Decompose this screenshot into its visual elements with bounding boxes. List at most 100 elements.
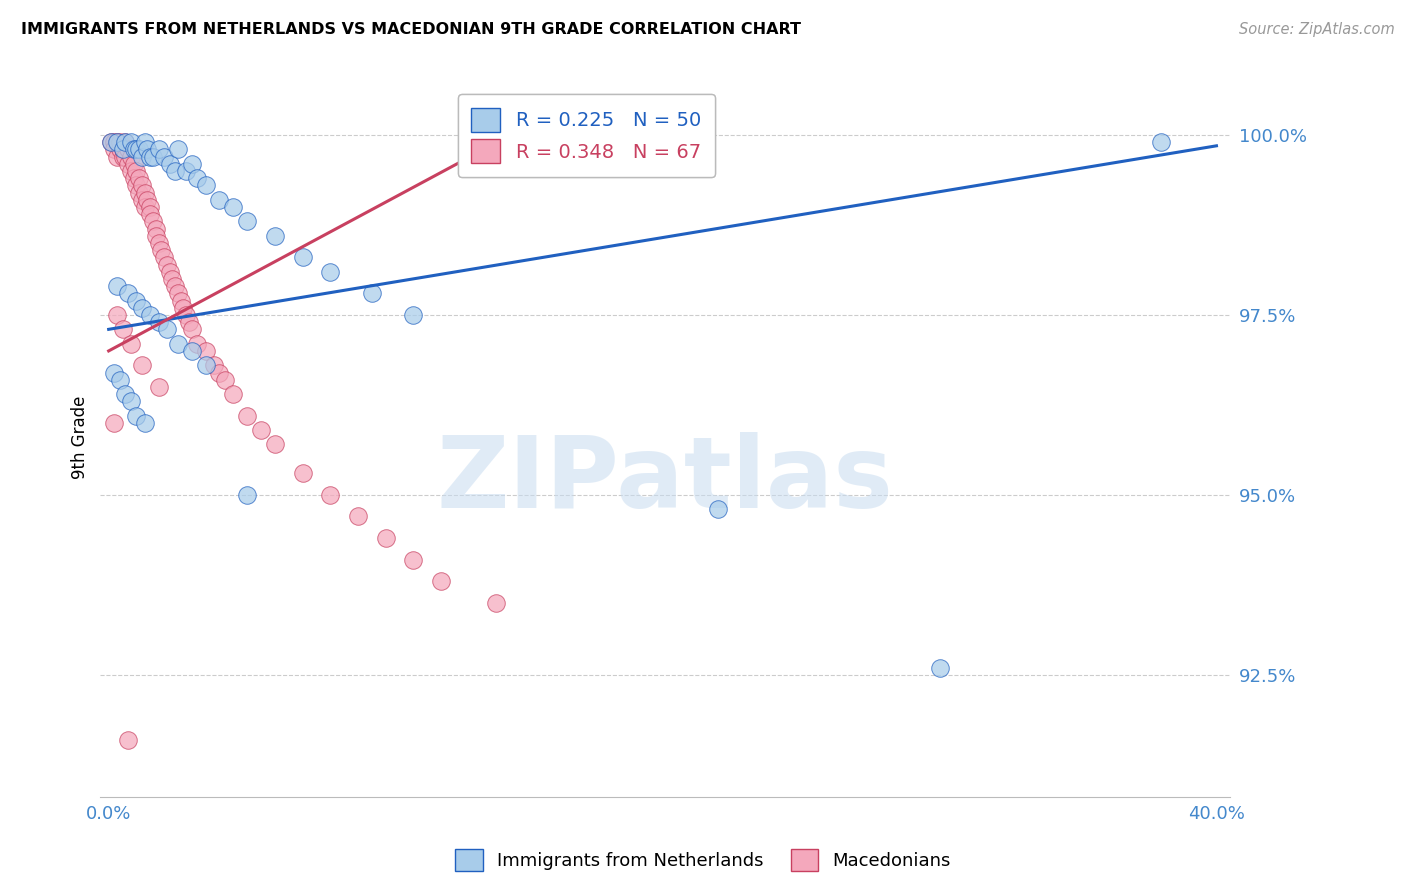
Point [103,366,125,380]
Point [103,143,125,157]
Point [125,164,148,178]
Point [134,416,156,430]
Point [122,143,145,157]
Point [103,416,125,430]
Point [111,143,134,157]
Point [131,178,153,193]
Point [131,193,153,207]
Point [1150,135,1173,149]
Point [180,343,202,358]
Point [120,135,142,149]
Point [208,193,231,207]
Point [167,336,190,351]
Point [103,135,125,149]
Point [156,258,179,272]
Point [105,150,128,164]
Point [402,552,425,566]
Point [131,301,153,315]
Point [145,228,167,243]
Point [139,150,162,164]
Point [222,200,245,214]
Point [111,143,134,157]
Point [108,135,131,149]
Point [134,135,156,149]
Point [114,135,136,149]
Point [142,150,165,164]
Point [128,186,150,200]
Point [120,164,142,178]
Point [117,286,139,301]
Point [165,279,187,293]
Point [169,293,191,308]
Point [145,221,167,235]
Point [136,193,159,207]
Point [156,322,179,336]
Legend: R = 0.225   N = 50, R = 0.348   N = 67: R = 0.225 N = 50, R = 0.348 N = 67 [457,95,714,177]
Point [172,301,194,315]
Point [120,394,142,409]
Point [100,135,122,149]
Point [250,423,273,437]
Point [148,380,170,394]
Point [122,171,145,186]
Point [125,143,148,157]
Point [165,164,187,178]
Point [214,373,236,387]
Point [114,150,136,164]
Point [167,143,190,157]
Point [177,315,200,329]
Point [928,660,950,674]
Point [194,178,217,193]
Point [105,135,128,149]
Point [120,336,142,351]
Point [111,150,134,164]
Point [236,409,259,423]
Point [105,308,128,322]
Point [153,251,176,265]
Point [120,150,142,164]
Point [347,509,370,524]
Point [125,293,148,308]
Point [139,207,162,221]
Point [402,308,425,322]
Point [117,143,139,157]
Point [208,366,231,380]
Point [134,186,156,200]
Point [139,200,162,214]
Point [122,157,145,171]
Point [202,359,225,373]
Point [125,178,148,193]
Y-axis label: 9th Grade: 9th Grade [72,396,89,479]
Legend: Immigrants from Netherlands, Macedonians: Immigrants from Netherlands, Macedonians [449,842,957,879]
Point [707,502,730,516]
Point [374,531,396,545]
Point [128,171,150,186]
Point [139,308,162,322]
Point [148,143,170,157]
Point [108,143,131,157]
Point [319,265,342,279]
Point [159,265,181,279]
Point [153,150,176,164]
Point [159,157,181,171]
Point [194,343,217,358]
Point [174,308,197,322]
Point [430,574,453,589]
Text: ZIPatlas: ZIPatlas [437,432,894,529]
Point [167,286,190,301]
Point [148,315,170,329]
Point [142,214,165,228]
Text: Source: ZipAtlas.com: Source: ZipAtlas.com [1239,22,1395,37]
Point [117,732,139,747]
Point [263,437,285,451]
Point [180,322,202,336]
Point [150,243,173,257]
Point [186,336,208,351]
Point [180,157,202,171]
Point [100,135,122,149]
Point [162,272,184,286]
Point [236,488,259,502]
Point [485,596,508,610]
Point [128,143,150,157]
Point [136,143,159,157]
